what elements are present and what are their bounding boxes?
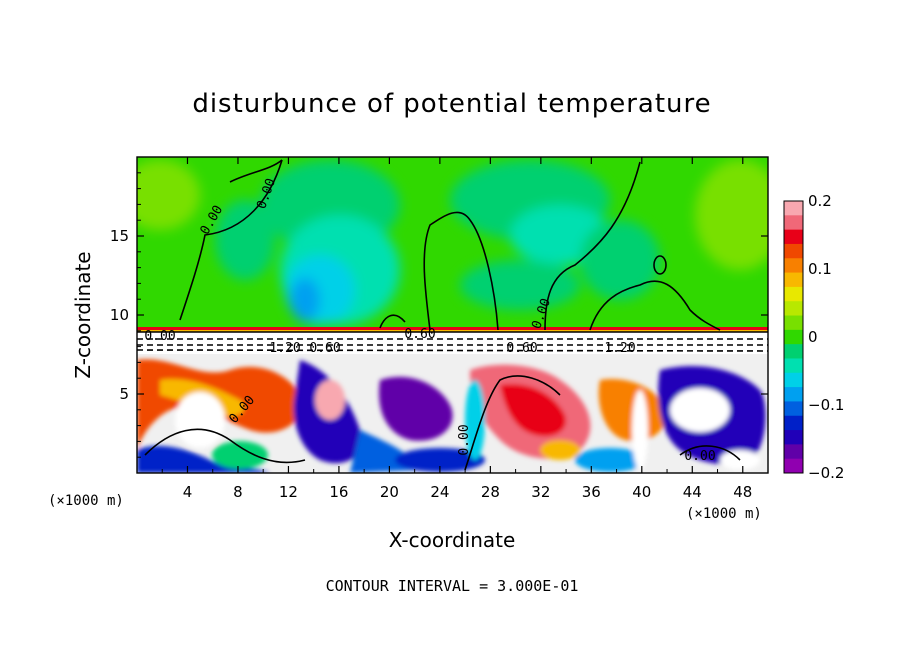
colorbar-swatch (784, 215, 803, 231)
y-axis-ticks: 5 10 15 (110, 172, 768, 458)
contour-label: 0.00 (684, 449, 715, 464)
colorbar-swatch (784, 243, 803, 259)
colorbar-swatch (784, 286, 803, 302)
contour-zero-small (379, 314, 406, 329)
colorbar-swatch (784, 344, 803, 359)
colorbar-ticks: 0.2 0.1 0 −0.1 −0.2 (808, 192, 844, 482)
colorbar-frame (783, 200, 804, 474)
y-axis-unit: (×1000 m) (48, 493, 124, 509)
colorbar-swatch (784, 301, 803, 317)
contour-label: 0.60 (506, 341, 537, 356)
contour-label: 0.00 (457, 424, 472, 455)
y-tick-label: 10 (110, 306, 129, 324)
contour-zero-center (423, 211, 499, 331)
x-tick-label: 36 (582, 483, 601, 501)
contour-label: 0.00 (144, 329, 175, 344)
colorbar-tick-label: 0 (808, 328, 818, 346)
contour-zero-upper-left (229, 159, 283, 183)
colorbar-swatch (784, 329, 803, 345)
x-tick-label: 44 (683, 483, 702, 501)
contour-small-ring (653, 255, 667, 275)
colorbar-tick-label: −0.2 (808, 464, 844, 482)
colorbar-tick-label: 0.2 (808, 192, 832, 210)
contour-label: 1.20 (269, 341, 300, 356)
colorbar-swatch (784, 401, 803, 417)
colorbar-swatch (784, 430, 803, 445)
interface-red-line (137, 327, 768, 330)
colorbar-swatch (784, 358, 803, 374)
contour-lines (144, 159, 741, 471)
contour-zero-right-lower (589, 280, 721, 331)
colorbar (784, 201, 803, 474)
y-axis-label: Z-coordinate (71, 251, 95, 378)
x-tick-label: 24 (430, 483, 449, 501)
interface-white-band (137, 332, 768, 354)
x-tick-label: 4 (183, 483, 193, 501)
x-tick-label: 20 (380, 483, 399, 501)
colorbar-swatch (784, 258, 803, 274)
lower-layer-eddies (137, 359, 766, 473)
contour-label: 0.60 (404, 327, 435, 342)
colorbar-swatch (784, 387, 803, 402)
x-tick-label: 28 (481, 483, 500, 501)
y-tick-label: 15 (110, 227, 129, 245)
y-tick-label: 5 (119, 385, 129, 403)
contour-zero-bottom-mid (464, 375, 561, 471)
contour-zero-right (544, 161, 641, 331)
contour-dashed-line-2 (137, 349, 768, 352)
chart-title: disturbunce of potential temperature (192, 89, 711, 119)
contour-zero-bottom-right (679, 445, 741, 461)
x-axis-unit: (×1000 m) (686, 506, 762, 522)
colorbar-swatch (784, 458, 803, 474)
x-tick-label: 48 (733, 483, 752, 501)
x-tick-label: 16 (329, 483, 348, 501)
colorbar-swatch (784, 315, 803, 331)
contour-label: 0.60 (309, 341, 340, 356)
contour-zero-bottom-left (144, 428, 306, 464)
contour-dashed (137, 338, 768, 352)
x-tick-label: 8 (233, 483, 243, 501)
contour-label: 1.20 (604, 341, 635, 356)
colorbar-swatch (784, 372, 803, 388)
colorbar-tick-label: 0.1 (808, 260, 832, 278)
x-axis-label: X-coordinate (389, 528, 516, 552)
interface-yellow-line (137, 330, 768, 332)
colorbar-swatch (784, 272, 803, 288)
colorbar-swatch (784, 201, 803, 216)
colorbar-swatch (784, 444, 803, 460)
x-axis-ticks: 4 8 12 16 20 24 28 32 36 40 44 48 (161, 157, 752, 501)
upper-layer-patches (137, 160, 768, 325)
x-tick-label: 32 (531, 483, 550, 501)
heatmap-field (137, 157, 768, 473)
colorbar-swatch (784, 415, 803, 431)
colorbar-swatch (784, 229, 803, 245)
contour-zero-left (179, 159, 283, 321)
contour-interval-note: CONTOUR INTERVAL = 3.000E-01 (326, 577, 579, 595)
colorbar-tick-label: −0.1 (808, 396, 844, 414)
x-tick-label: 40 (632, 483, 651, 501)
x-tick-label: 12 (279, 483, 298, 501)
